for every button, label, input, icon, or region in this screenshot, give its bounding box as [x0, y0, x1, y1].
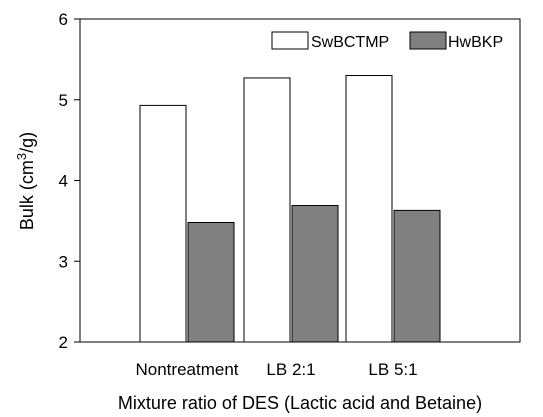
x-tick-label: Nontreatment: [136, 360, 239, 379]
x-tick-label: LB 5:1: [368, 360, 417, 379]
bar-swbctmp-1: [243, 77, 291, 343]
legend-swatch-hwbkp: [409, 31, 447, 50]
y-axis-label: Bulk (cm3/g): [14, 132, 38, 230]
bar-hwbkp-1: [291, 205, 339, 343]
bar-swbctmp-2: [345, 75, 393, 343]
y-axis-label-sup: 3: [14, 153, 29, 160]
x-tick-label: LB 2:1: [266, 360, 315, 379]
legend-label-swbctmp: SwBCTMP: [311, 34, 389, 51]
y-tick-label: 6: [59, 10, 68, 29]
x-axis-label: Mixture ratio of DES (Lactic acid and Be…: [118, 393, 482, 413]
y-tick-label: 3: [59, 252, 68, 271]
bar-hwbkp-0: [187, 221, 235, 343]
y-tick-label: 2: [59, 333, 68, 352]
axes: Nontreatment LB 2:1 LB 5:1 2 3 4 5 6: [59, 10, 418, 379]
y-tick-label: 4: [59, 172, 68, 191]
y-axis-label-tail: /g): [17, 132, 37, 153]
legend: SwBCTMP HwBKP: [271, 31, 503, 51]
bars: [139, 75, 441, 343]
y-axis-label-main: Bulk (cm: [17, 160, 37, 230]
y-tick-label: 5: [59, 91, 68, 110]
legend-swatch-swbctmp: [271, 31, 309, 50]
bar-swbctmp-0: [139, 104, 187, 343]
bar-hwbkp-2: [393, 209, 441, 343]
legend-label-hwbkp: HwBKP: [448, 34, 503, 51]
